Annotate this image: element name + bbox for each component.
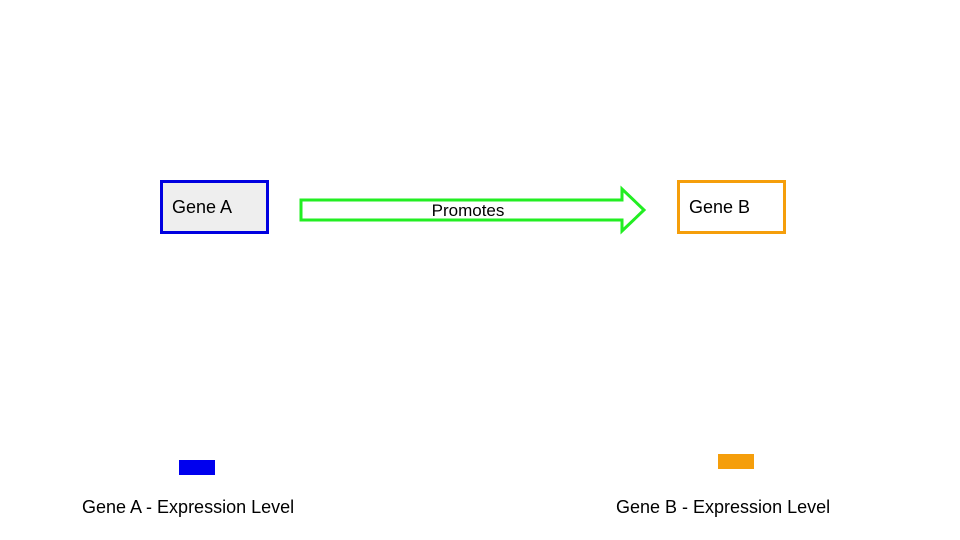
gene-b-node: Gene B — [677, 180, 786, 234]
legend-label-gene-a: Gene A - Expression Level — [82, 497, 295, 517]
edge-label: Promotes — [431, 201, 505, 220]
legend-swatch-gene-b — [718, 454, 754, 469]
legend-label-gene-b: Gene B - Expression Level — [616, 497, 831, 517]
gene-b-label: Gene B — [689, 196, 751, 217]
promotes-edge: Promotes — [296, 184, 652, 236]
legend-swatch-gene-a — [179, 460, 215, 475]
gene-a-node: Gene A — [160, 180, 269, 234]
gene-a-label: Gene A — [172, 196, 233, 217]
arrow-right-icon — [299, 185, 647, 235]
